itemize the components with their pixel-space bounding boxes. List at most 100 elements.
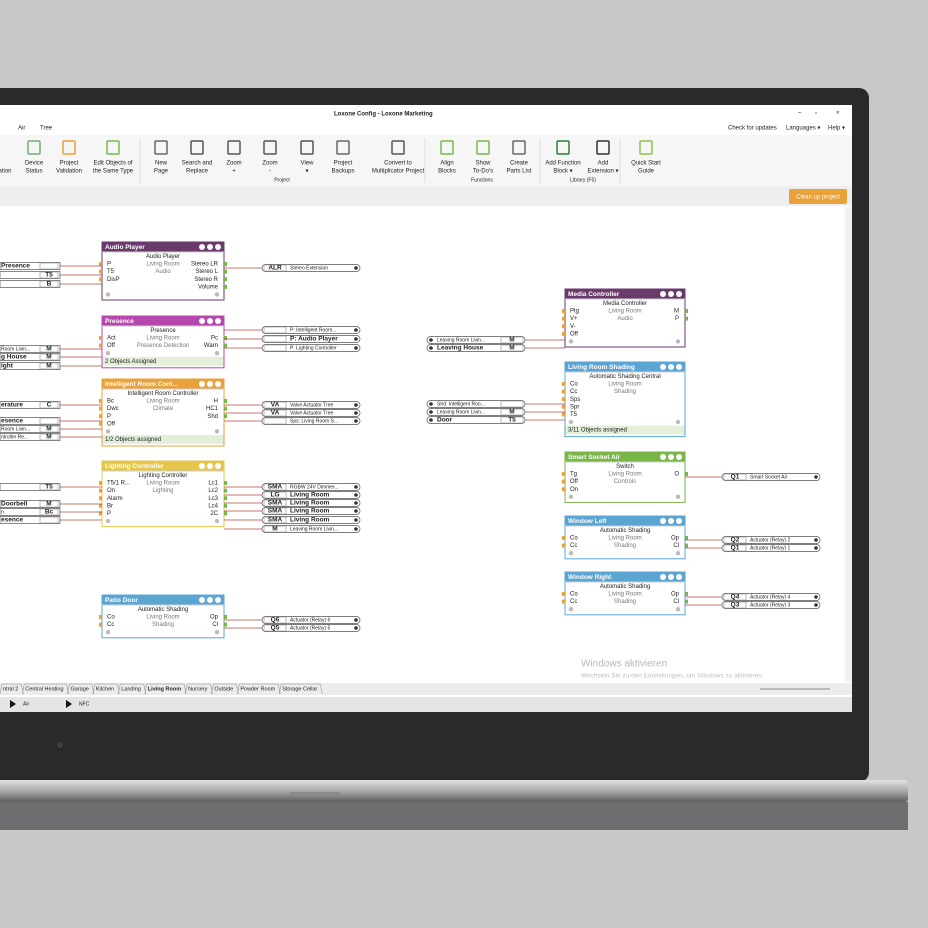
connector[interactable] xyxy=(0,433,61,441)
connector[interactable] xyxy=(261,417,361,425)
connector[interactable] xyxy=(0,401,61,409)
maximize[interactable]: ▫ xyxy=(815,111,817,117)
connector[interactable] xyxy=(261,624,361,632)
ribbon-label[interactable]: + xyxy=(232,169,236,175)
connector[interactable] xyxy=(426,336,526,344)
ribbon-icon xyxy=(596,140,610,155)
page-tab[interactable]: Storage Cellar xyxy=(282,686,317,692)
page-tab[interactable]: Central Heating xyxy=(25,686,63,692)
connector[interactable] xyxy=(261,516,361,524)
connector[interactable] xyxy=(261,525,361,533)
connector[interactable] xyxy=(0,425,61,433)
ribbon-label[interactable]: Align xyxy=(440,161,453,167)
minimize[interactable]: – xyxy=(798,111,802,117)
ribbon-label[interactable]: Status xyxy=(25,169,42,175)
ribbon-label[interactable]: Backups xyxy=(331,169,354,175)
connector[interactable] xyxy=(261,491,361,499)
ribbon-label[interactable]: Create xyxy=(510,161,529,167)
ribbon-label[interactable]: Guide xyxy=(638,169,655,175)
status-air[interactable]: Air xyxy=(23,701,29,707)
status-nfc[interactable]: NFC xyxy=(79,701,90,707)
connector[interactable] xyxy=(0,353,61,361)
page-tab[interactable]: ntral 2 xyxy=(3,686,18,692)
ribbon-label[interactable]: Validation xyxy=(56,169,82,175)
connector[interactable] xyxy=(721,544,821,552)
function-block[interactable] xyxy=(101,460,225,528)
connector[interactable] xyxy=(261,344,361,352)
connector[interactable] xyxy=(0,483,61,491)
ribbon-label[interactable]: the Same Type xyxy=(93,169,134,175)
connector[interactable] xyxy=(261,616,361,624)
connector[interactable] xyxy=(261,401,361,409)
connector[interactable] xyxy=(261,409,361,417)
connector[interactable] xyxy=(0,508,61,516)
connector[interactable] xyxy=(721,601,821,609)
ribbon-label[interactable]: Project xyxy=(334,161,353,167)
connector[interactable] xyxy=(261,326,361,334)
ribbon-label[interactable]: Zoom xyxy=(226,161,241,167)
connector[interactable] xyxy=(0,280,61,288)
ribbon-label[interactable]: Quick Start xyxy=(631,161,661,167)
connector[interactable] xyxy=(261,483,361,491)
ribbon-label[interactable]: Edit Objects of xyxy=(93,161,132,167)
menu-item[interactable]: Languages ▾ xyxy=(786,126,820,132)
ribbon-label[interactable]: Block ▾ xyxy=(553,169,572,175)
ribbon-label[interactable]: Search and xyxy=(182,161,213,167)
connector[interactable] xyxy=(426,344,526,352)
ribbon-label[interactable]: - xyxy=(269,169,271,175)
function-block[interactable] xyxy=(564,361,686,438)
menu-item[interactable]: Air xyxy=(18,126,25,132)
page-tab[interactable]: Garage xyxy=(71,686,89,692)
connector[interactable] xyxy=(721,593,821,601)
ribbon-label[interactable]: Add xyxy=(598,161,609,167)
ribbon-label[interactable]: Page xyxy=(154,169,169,175)
ribbon-label[interactable]: Add Function xyxy=(545,161,580,167)
ribbon-label[interactable]: Project xyxy=(60,161,79,167)
page-tab[interactable]: Kitchen xyxy=(96,686,114,692)
ribbon-label[interactable]: Blocks xyxy=(438,169,456,175)
connector[interactable] xyxy=(261,507,361,515)
ribbon-label[interactable]: Device xyxy=(25,161,44,167)
function-block[interactable] xyxy=(101,378,225,447)
connector[interactable] xyxy=(721,473,821,481)
page-tab[interactable]: Landing xyxy=(121,686,141,692)
page-tab[interactable]: Living Room xyxy=(148,686,181,692)
connector[interactable] xyxy=(426,408,526,416)
connector[interactable] xyxy=(261,499,361,507)
ribbon-label[interactable]: View xyxy=(301,161,315,167)
connector[interactable] xyxy=(261,264,361,272)
connector-dot xyxy=(814,475,818,479)
page-tab[interactable]: Powder Room xyxy=(240,686,275,692)
connector[interactable] xyxy=(261,335,361,343)
ribbon-label[interactable]: Parts List xyxy=(506,169,531,175)
menu-item[interactable]: Help ▾ xyxy=(828,126,845,132)
ribbon-label[interactable]: New xyxy=(155,161,168,167)
ribbon-label[interactable]: Multiplicator Project xyxy=(372,169,425,175)
clean-up-button[interactable] xyxy=(789,189,847,204)
ribbon-label[interactable]: ation xyxy=(0,169,12,175)
page-tab[interactable]: Nursery xyxy=(188,686,208,692)
connector[interactable] xyxy=(0,262,61,270)
connector[interactable] xyxy=(721,536,821,544)
ribbon-label[interactable]: Show xyxy=(475,161,491,167)
connector[interactable] xyxy=(426,416,526,424)
connector[interactable] xyxy=(0,271,61,279)
connector-code: Q6 xyxy=(271,617,280,624)
menu-item[interactable]: Check for updates xyxy=(728,126,777,132)
connector[interactable] xyxy=(0,417,61,425)
connector[interactable] xyxy=(426,400,526,408)
connector[interactable] xyxy=(0,500,61,508)
ribbon-label[interactable]: Zoom xyxy=(262,161,277,167)
ribbon-label[interactable]: To-Do's xyxy=(473,169,493,175)
page-tab[interactable]: Outside xyxy=(214,686,233,692)
connector[interactable] xyxy=(0,516,61,524)
ribbon-label[interactable]: Extension ▾ xyxy=(587,169,618,175)
ribbon-label[interactable]: Convert to xyxy=(384,161,412,167)
ribbon-label[interactable]: ▾ xyxy=(305,169,308,175)
ribbon-label[interactable]: Replace xyxy=(186,169,209,175)
menu-item[interactable]: Tree xyxy=(40,126,53,132)
block-type: Lighting xyxy=(152,488,173,494)
close[interactable]: × xyxy=(836,111,840,117)
connector[interactable] xyxy=(0,362,61,370)
connector[interactable] xyxy=(0,345,61,353)
